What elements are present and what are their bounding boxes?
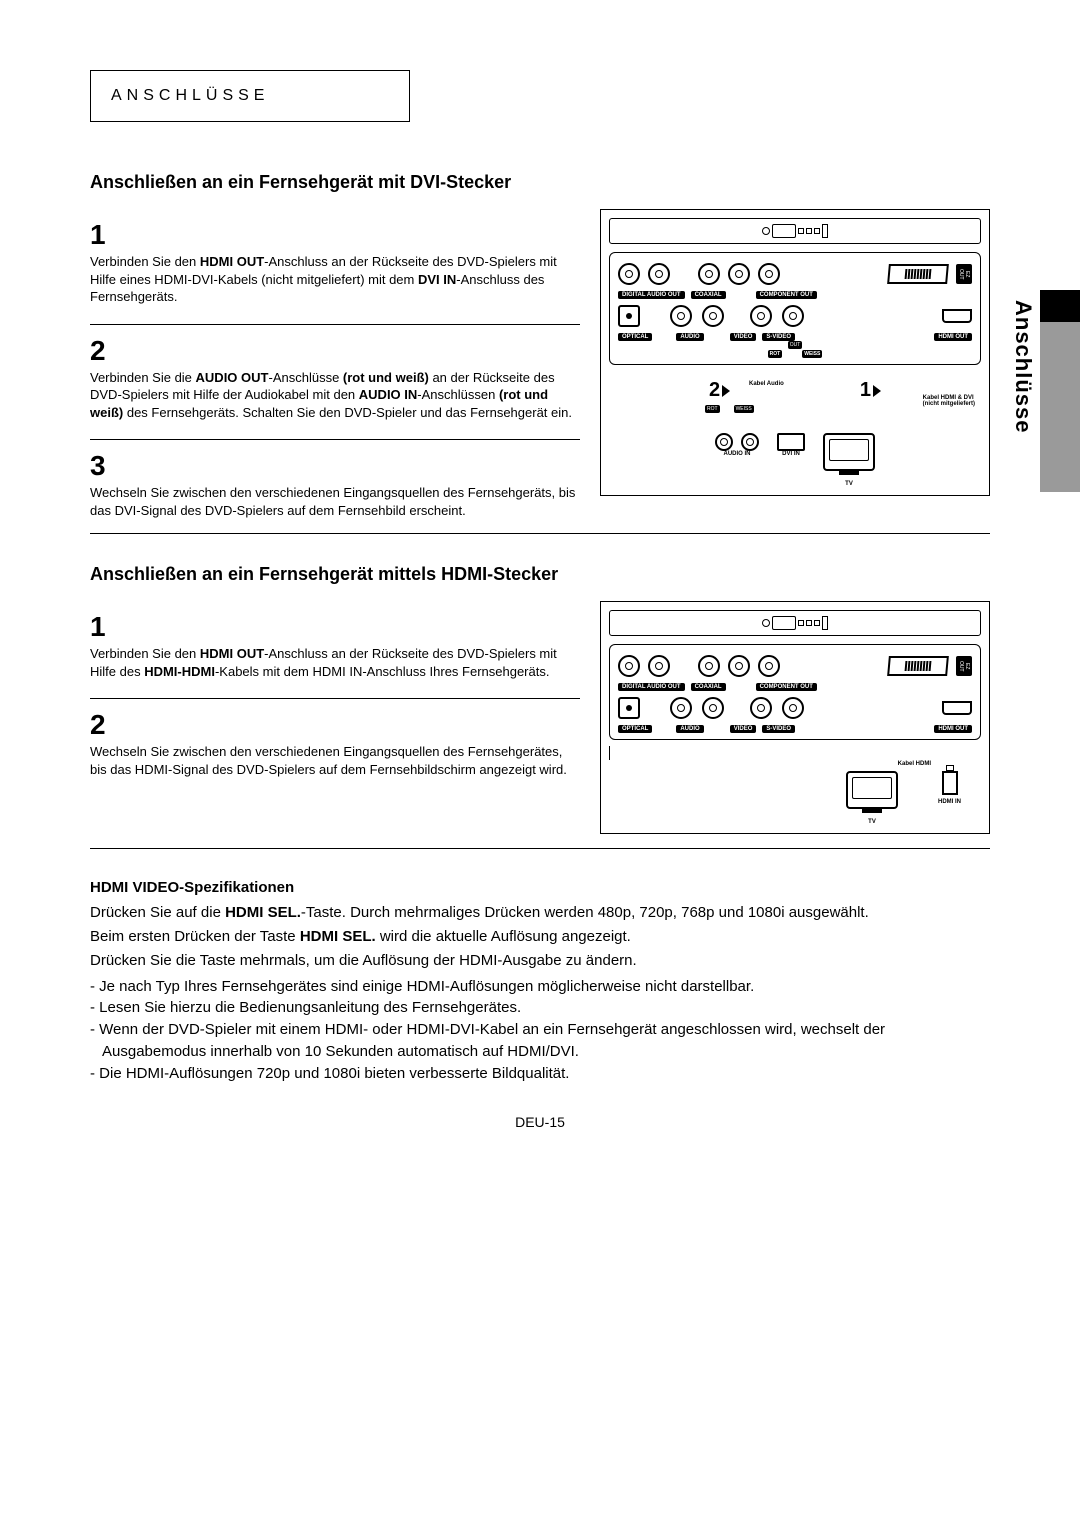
specs-bullet: Die HDMI-Auflösungen 720p und 1080i biet… xyxy=(90,1063,990,1085)
tv-icon xyxy=(823,433,875,471)
section2-row: 1 Verbinden Sie den HDMI OUT-Anschluss a… xyxy=(90,601,990,834)
divider xyxy=(90,698,580,699)
step-text: Wechseln Sie zwischen den verschiedenen … xyxy=(90,743,580,778)
dvd-unit-icon xyxy=(609,218,981,244)
step-text: Verbinden Sie den HDMI OUT-Anschluss an … xyxy=(90,645,580,680)
header-title: ANSCHLÜSSE xyxy=(111,87,389,105)
step-num: 2 xyxy=(90,709,580,741)
specs-list: Je nach Typ Ihres Fernsehgerätes sind ei… xyxy=(90,976,990,1085)
rear-panel-icon: EZ OUT DIGITAL AUDIO OUT COAXIAL COMPONE… xyxy=(609,252,981,365)
dvd-unit-icon xyxy=(609,610,981,636)
section1-row: 1 Verbinden Sie den HDMI OUT-Anschluss a… xyxy=(90,209,990,519)
rear-panel-icon: EZ OUT DIGITAL AUDIO OUT COAXIAL COMPONE… xyxy=(609,644,981,740)
page-number: DEU-15 xyxy=(90,1114,990,1130)
section1-text: 1 Verbinden Sie den HDMI OUT-Anschluss a… xyxy=(90,209,580,519)
divider xyxy=(90,324,580,325)
section2-text: 1 Verbinden Sie den HDMI OUT-Anschluss a… xyxy=(90,601,580,834)
step-num: 1 xyxy=(90,611,580,643)
step-num: 1 xyxy=(90,219,580,251)
step-text: Verbinden Sie den HDMI OUT-Anschluss an … xyxy=(90,253,580,306)
section-divider xyxy=(90,848,990,849)
specs-section: HDMI VIDEO-Spezifikationen Drücken Sie a… xyxy=(90,879,990,1084)
specs-bullet: Lesen Sie hierzu die Bedienungsanleitung… xyxy=(90,997,990,1019)
specs-bullet: Je nach Typ Ihres Fernsehgerätes sind ei… xyxy=(90,976,990,998)
divider xyxy=(90,439,580,440)
specs-para: Drücken Sie die Taste mehrmals, um die A… xyxy=(90,950,990,972)
section2-heading: Anschließen an ein Fernsehgerät mittels … xyxy=(90,564,990,585)
section-divider xyxy=(90,533,990,534)
step-num: 2 xyxy=(90,335,580,367)
section2-diagram: EZ OUT DIGITAL AUDIO OUT COAXIAL COMPONE… xyxy=(600,601,990,834)
step-num: 3 xyxy=(90,450,580,482)
tv-icon xyxy=(846,771,898,809)
specs-para: Beim ersten Drücken der Taste HDMI SEL. … xyxy=(90,926,990,948)
side-label: Anschlüsse xyxy=(1010,300,1036,434)
step-text: Verbinden Sie die AUDIO OUT-Anschlüsse (… xyxy=(90,369,580,422)
specs-title: HDMI VIDEO-Spezifikationen xyxy=(90,879,990,896)
specs-para: Drücken Sie auf die HDMI SEL.-Taste. Dur… xyxy=(90,902,990,924)
header-box: ANSCHLÜSSE xyxy=(90,70,410,122)
section1-diagram: EZ OUT DIGITAL AUDIO OUT COAXIAL COMPONE… xyxy=(600,209,990,519)
specs-bullet: Wenn der DVD-Spieler mit einem HDMI- ode… xyxy=(90,1019,990,1063)
section1-heading: Anschließen an ein Fernsehgerät mit DVI-… xyxy=(90,172,990,193)
side-tab xyxy=(1040,290,1080,490)
step-text: Wechseln Sie zwischen den verschiedenen … xyxy=(90,484,580,519)
